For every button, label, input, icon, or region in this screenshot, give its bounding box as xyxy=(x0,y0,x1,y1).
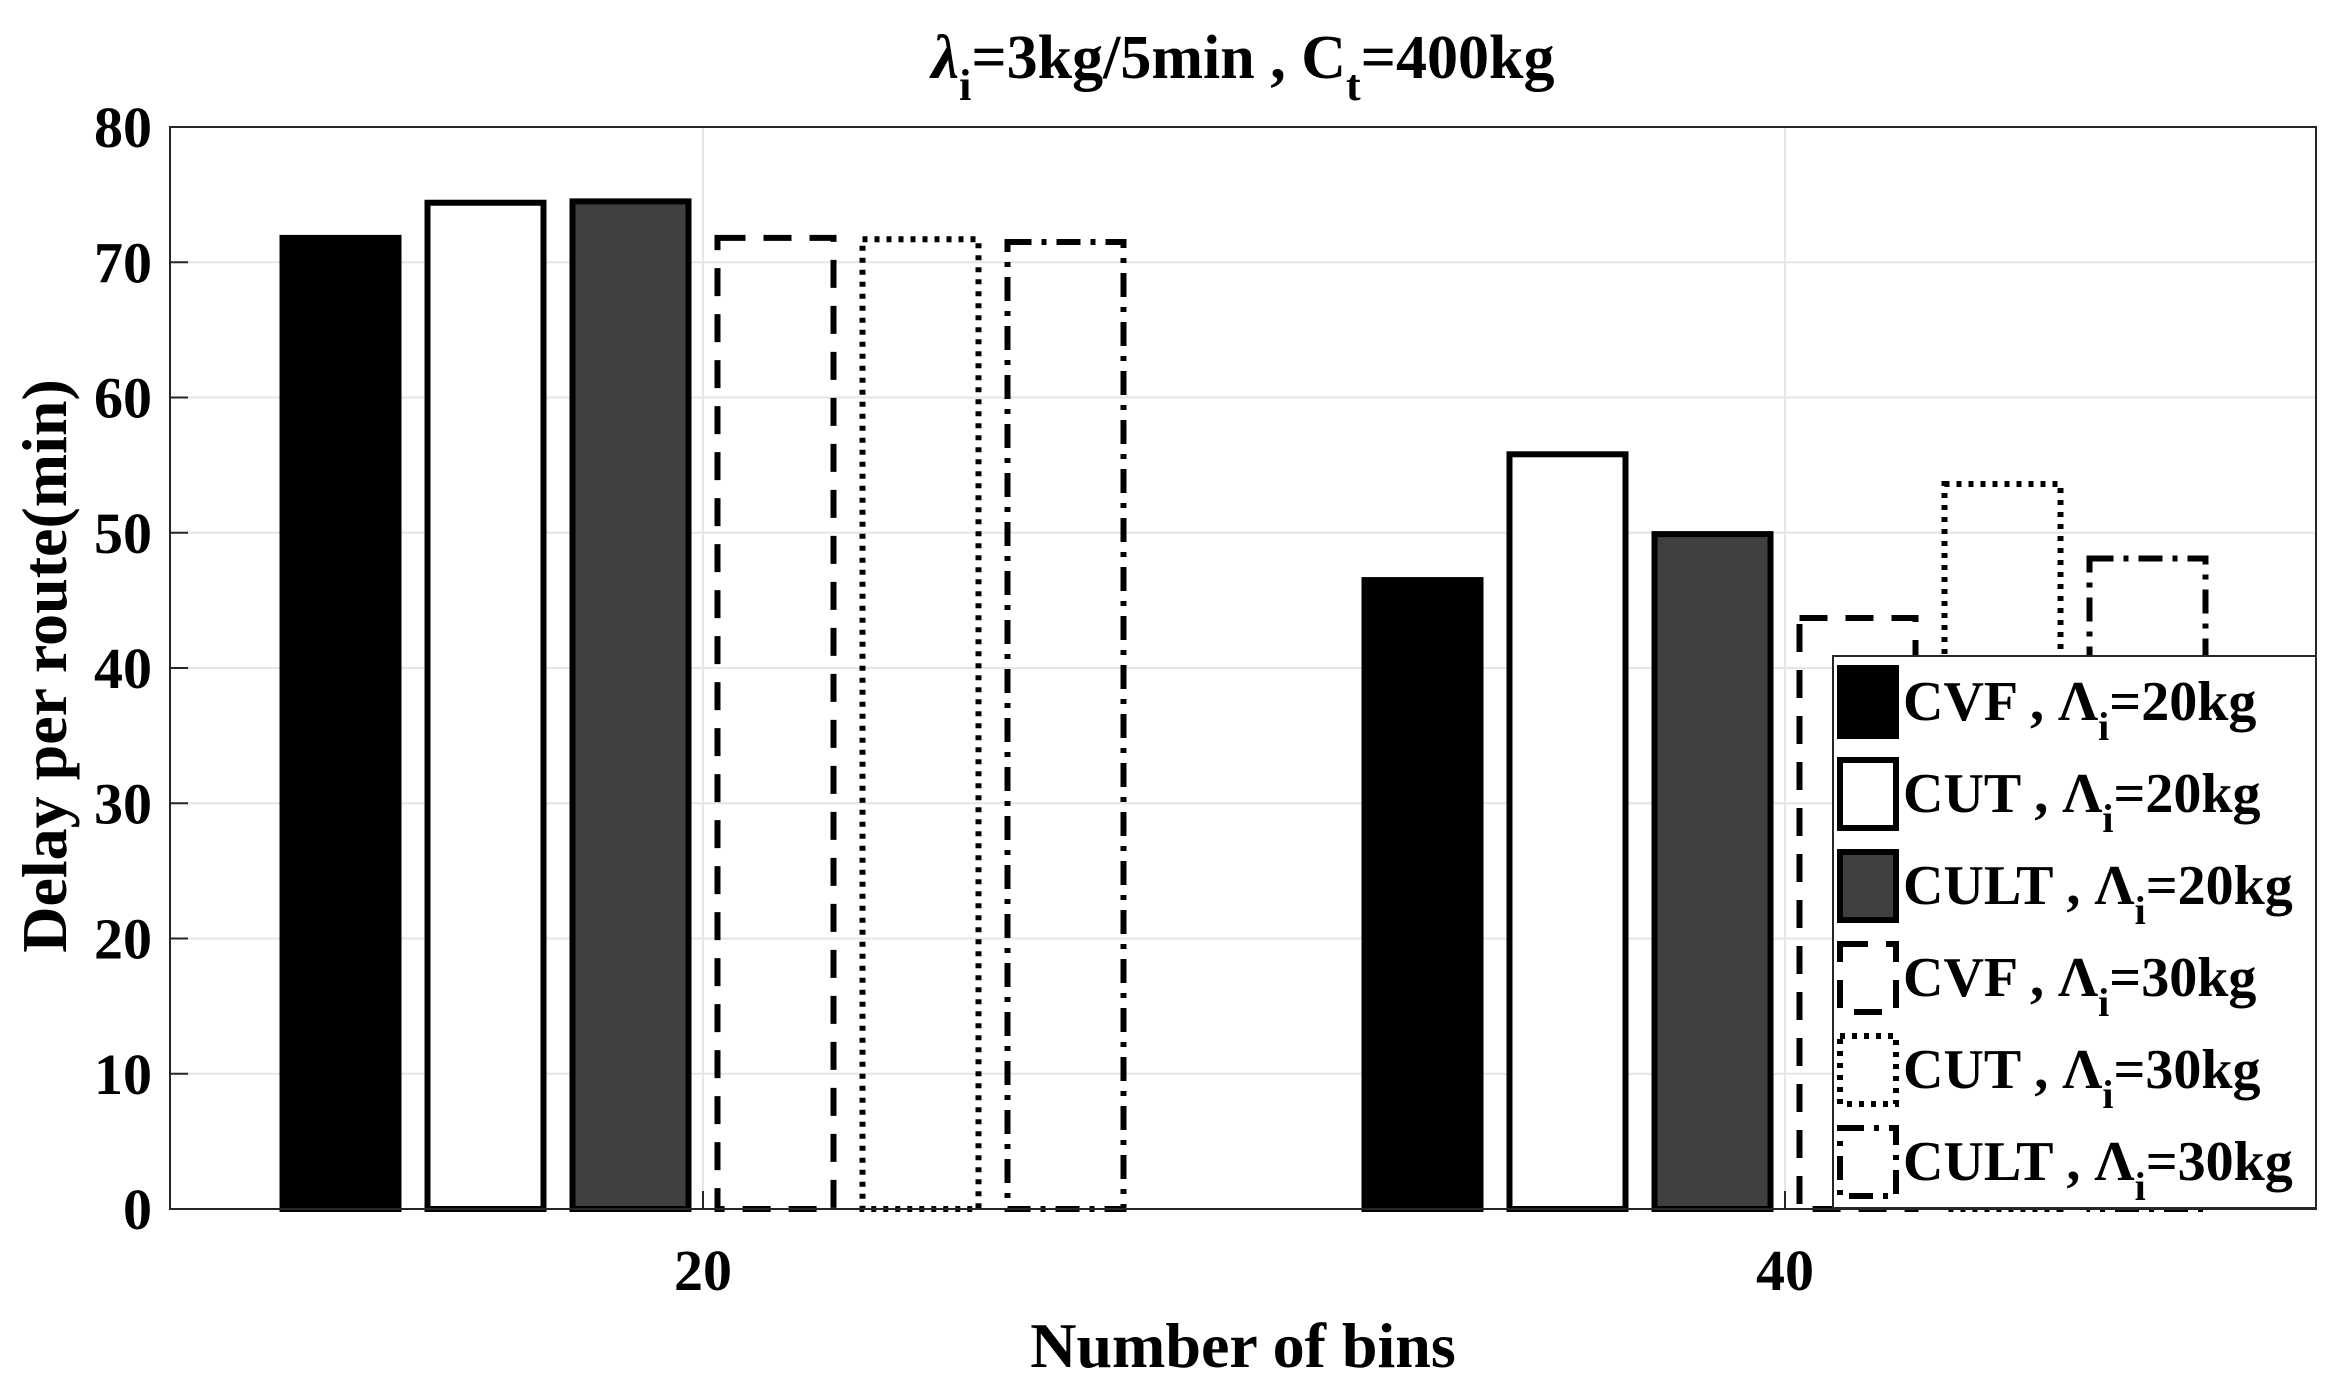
y-tick-label: 20 xyxy=(94,907,152,972)
bar-dashed-20 xyxy=(714,234,837,1212)
legend-label-main: CULT , Λ xyxy=(1903,1131,2135,1193)
bar-solid-black-40 xyxy=(1361,577,1484,1212)
legend-label-main: CVF , Λ xyxy=(1903,947,2098,1009)
legend-label-sub: i xyxy=(2102,1072,2113,1117)
x-tick-label: 20 xyxy=(674,1238,732,1303)
legend-swatch-solid-gray xyxy=(1837,849,1899,923)
bar-dashed-40 xyxy=(1796,614,1919,1212)
x-tick-label: 40 xyxy=(1756,1238,1814,1303)
legend-box xyxy=(1832,655,2317,1209)
y-tick-label: 30 xyxy=(94,771,152,836)
legend-label-tail: =30kg xyxy=(2109,947,2256,1009)
legend-swatch-dashdot xyxy=(1837,1125,1899,1199)
legend-label: CUT , Λi=20kg xyxy=(1903,763,2261,841)
legend-swatch-solid-white xyxy=(1837,757,1899,831)
legend-label: CULT , Λi=20kg xyxy=(1903,855,2293,933)
legend-label-main: CUT , Λ xyxy=(1903,763,2102,825)
bar-solid-gray-20 xyxy=(569,198,692,1212)
legend-label-main: CUT , Λ xyxy=(1903,1039,2102,1101)
legend-label: CVF , Λi=30kg xyxy=(1903,947,2256,1025)
y-tick-label: 80 xyxy=(94,95,152,160)
legend-swatch-dotted xyxy=(1837,1033,1899,1107)
y-axis-label: Delay per route(min) xyxy=(9,379,80,953)
legend-label-tail: =30kg xyxy=(2114,1039,2261,1101)
legend-label-tail: =30kg xyxy=(2146,1131,2293,1193)
bar-solid-white-20 xyxy=(424,199,547,1213)
bars xyxy=(279,198,2209,1213)
legend-label-sub: i xyxy=(2135,1164,2146,1209)
legend-label: CULT , Λi=30kg xyxy=(1903,1131,2293,1209)
bar-solid-gray-40 xyxy=(1651,531,1774,1212)
x-axis-ticks: 20 40 xyxy=(674,1191,1814,1303)
y-tick-label: 70 xyxy=(94,230,152,295)
legend-label-sub: i xyxy=(2102,796,2113,841)
legend-label-main: CULT , Λ xyxy=(1903,855,2135,917)
y-tick-label: 50 xyxy=(94,501,152,566)
legend-label-main: CVF , Λ xyxy=(1903,671,2098,733)
legend-label-sub: i xyxy=(2135,888,2146,933)
x-axis-label: Number of bins xyxy=(1030,1310,1456,1381)
chart-title: λi=3kg/5min , Ct=400kg xyxy=(929,24,1555,110)
y-tick-label: 0 xyxy=(123,1177,152,1242)
legend-label-sub: i xyxy=(2098,980,2109,1025)
legend-label-tail: =20kg xyxy=(2114,763,2261,825)
legend-label-tail: =20kg xyxy=(2109,671,2256,733)
legend-swatch-dashed xyxy=(1837,941,1899,1015)
legend-label: CUT , Λi=30kg xyxy=(1903,1039,2261,1117)
legend-swatch-solid-black xyxy=(1837,665,1899,739)
legend-label-tail: =20kg xyxy=(2146,855,2293,917)
bar-solid-black-20 xyxy=(279,234,402,1212)
y-tick-label: 40 xyxy=(94,636,152,701)
legend-label-sub: i xyxy=(2098,704,2109,749)
y-tick-label: 10 xyxy=(94,1042,152,1107)
legend-label: CVF , Λi=20kg xyxy=(1903,671,2256,749)
y-axis-ticks: 0 10 20 30 40 50 60 70 80 xyxy=(94,95,188,1242)
bar-solid-white-40 xyxy=(1506,451,1629,1212)
y-tick-label: 60 xyxy=(94,366,152,431)
